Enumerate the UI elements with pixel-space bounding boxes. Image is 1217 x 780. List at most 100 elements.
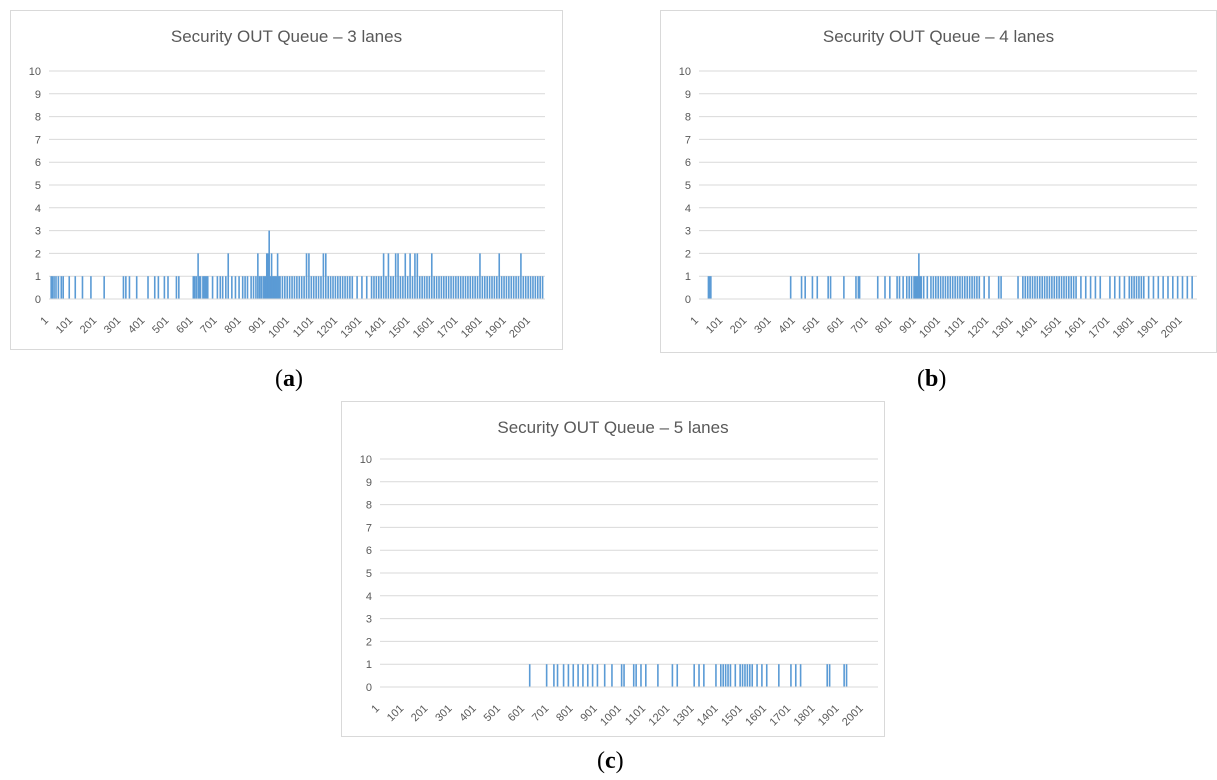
bar [572, 664, 575, 687]
bar [474, 276, 476, 299]
bar [370, 276, 373, 299]
bar [447, 276, 450, 299]
y-tick-label: 8 [685, 112, 691, 124]
bar [498, 253, 501, 299]
bar [275, 276, 278, 299]
bar [889, 276, 891, 299]
bar [1022, 276, 1024, 299]
bar [1024, 276, 1027, 299]
bar [496, 276, 498, 299]
bar [387, 253, 390, 299]
x-tick-label: 801 [554, 703, 575, 724]
bar [262, 276, 264, 299]
x-tick-label: 701 [198, 315, 219, 336]
bar [234, 276, 237, 299]
bar [751, 664, 754, 687]
bar [392, 276, 395, 299]
bar [1084, 276, 1087, 299]
bar [1034, 276, 1036, 299]
bar [635, 664, 637, 687]
x-tick-label: 801 [873, 315, 894, 336]
bar [57, 276, 60, 299]
x-tick-label: 301 [752, 315, 773, 336]
bar [1094, 276, 1097, 299]
bar [445, 276, 448, 299]
bar [337, 276, 339, 299]
bar [884, 276, 886, 299]
bar [947, 276, 949, 299]
bar [623, 664, 625, 687]
x-tick-label: 1201 [314, 315, 340, 341]
bar [406, 276, 409, 299]
x-tick-label: 1 [688, 315, 701, 328]
bar [459, 276, 462, 299]
bar [380, 276, 382, 299]
bar [905, 276, 908, 299]
bar [739, 664, 741, 687]
bar [790, 664, 792, 687]
x-tick-label: 401 [126, 315, 147, 336]
bar [898, 276, 901, 299]
x-tick-label: 2001 [840, 703, 866, 729]
bar [1172, 276, 1174, 299]
bar [263, 276, 266, 299]
bar [1046, 276, 1048, 299]
bar [296, 276, 298, 299]
bar [268, 230, 270, 299]
bar [1099, 276, 1102, 299]
bar [978, 276, 981, 299]
x-tick-label: 1601 [411, 315, 437, 341]
bar [198, 276, 201, 299]
bar [529, 276, 532, 299]
bar [428, 276, 431, 299]
y-tick-label: 5 [685, 180, 691, 192]
bar [423, 276, 426, 299]
bar [308, 253, 310, 299]
y-tick-label: 7 [366, 522, 372, 534]
bar [657, 664, 659, 687]
bar [919, 276, 921, 299]
bar [934, 276, 937, 299]
bar [267, 253, 269, 299]
bar [910, 276, 913, 299]
chart-panel-4-lanes: Security OUT Queue – 4 lanes 0 1 2 3 4 5 6 7 8 9 1… [660, 10, 1217, 353]
x-tick-label: 1301 [990, 315, 1016, 341]
bar [281, 276, 284, 299]
chart-title: Security OUT Queue – 4 lanes [822, 27, 1055, 46]
bar [416, 253, 419, 299]
x-tick-label: 2001 [1159, 315, 1185, 341]
bar [500, 276, 503, 299]
bar [128, 276, 131, 299]
bar [603, 664, 606, 687]
bar [300, 276, 303, 299]
x-tick-label: 901 [246, 315, 267, 336]
bar [404, 253, 407, 299]
x-tick-label: 101 [385, 703, 406, 724]
y-tick-label: 7 [35, 134, 41, 146]
y-tick-label: 0 [366, 682, 372, 694]
bar [827, 276, 829, 299]
bar [724, 664, 727, 687]
bar [1176, 276, 1179, 299]
bar [1135, 276, 1138, 299]
bar [55, 276, 57, 299]
bar [255, 276, 257, 299]
y-tick-label: 4 [35, 203, 41, 215]
bar [855, 276, 857, 299]
y-tick-label: 10 [29, 66, 41, 78]
bar [1026, 276, 1029, 299]
bar [103, 276, 105, 299]
y-tick-label: 6 [35, 157, 41, 169]
y-tick-label: 3 [366, 614, 372, 626]
bar [399, 276, 402, 299]
bar [216, 276, 219, 299]
bar [157, 276, 160, 299]
bar [508, 276, 510, 299]
y-tick-label: 1 [35, 271, 41, 283]
bar [1128, 276, 1131, 299]
bar [1080, 276, 1082, 299]
bar [195, 276, 197, 299]
bar [744, 664, 746, 687]
bar [273, 276, 275, 299]
